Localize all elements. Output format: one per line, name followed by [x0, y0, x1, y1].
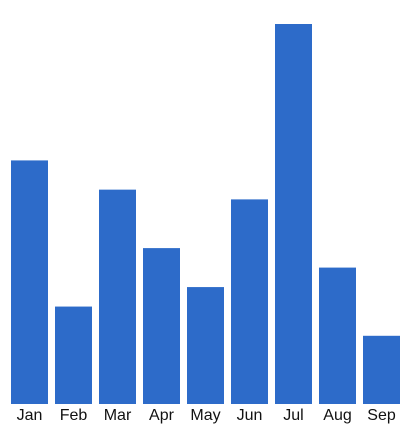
x-tick-label-aug: Aug	[323, 407, 351, 424]
x-axis-labels: Jan Feb Mar Apr May Jun Jul Aug Sep	[17, 407, 396, 424]
bar-may	[187, 287, 224, 404]
bar-feb	[55, 306, 92, 404]
x-tick-label-sep: Sep	[367, 407, 396, 424]
bar-aug	[319, 267, 356, 404]
bars-group	[11, 24, 400, 404]
bar-mar	[99, 189, 136, 404]
x-tick-label-feb: Feb	[60, 407, 88, 424]
bar-jan	[11, 160, 48, 404]
x-tick-label-jan: Jan	[17, 407, 43, 424]
bar-jul	[275, 24, 312, 404]
x-tick-label-apr: Apr	[149, 407, 175, 424]
bar-sep	[363, 335, 400, 404]
x-tick-label-may: May	[190, 407, 220, 424]
bar-jun	[231, 199, 268, 404]
bar-apr	[143, 248, 180, 404]
x-tick-label-jun: Jun	[237, 407, 263, 424]
x-tick-label-mar: Mar	[104, 407, 132, 424]
x-tick-label-jul: Jul	[283, 407, 303, 424]
